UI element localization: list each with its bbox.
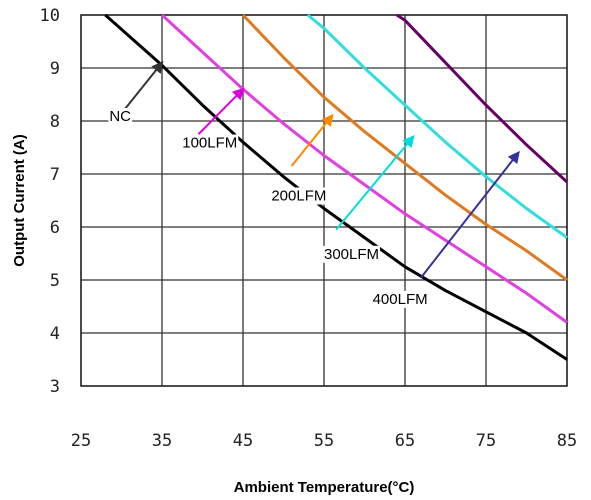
series-line-300lfm xyxy=(306,13,568,239)
x-tick-label: 65 xyxy=(395,431,415,451)
y-tick-label: 6 xyxy=(50,218,60,238)
plot-frame xyxy=(80,14,568,387)
annotation-arrows xyxy=(116,60,520,278)
annotation-label-bg xyxy=(323,245,381,263)
x-tick-label: 45 xyxy=(233,431,253,451)
y-tick-label: 10 xyxy=(40,6,60,26)
annotation-label-bg xyxy=(270,187,328,205)
annotation-label-400lfm: 400LFM xyxy=(373,291,428,308)
annotation-label-200lfm: 200LFM xyxy=(271,188,326,205)
annotation-arrow-200lfm xyxy=(290,113,334,167)
x-tick-label: 25 xyxy=(71,431,91,451)
series-line-400lfm xyxy=(396,13,569,184)
y-tick-label: 3 xyxy=(50,377,60,397)
annotation-arrow-400lfm xyxy=(420,150,520,278)
x-axis-title: Ambient Temperature(°C) xyxy=(234,479,415,496)
annotation-label-300lfm: 300LFM xyxy=(324,246,379,263)
series-line-200lfm xyxy=(241,13,568,282)
y-tick-labels: 3 4 5 6 7 8 9 10 xyxy=(40,6,60,397)
plot-border xyxy=(80,14,568,387)
x-tick-labels: 25 35 45 55 65 75 85 xyxy=(71,431,577,451)
y-tick-label: 4 xyxy=(50,324,60,344)
annotation-arrow-100lfm xyxy=(197,87,245,135)
y-tick-label: 7 xyxy=(50,165,60,185)
annotation-arrow-300lfm xyxy=(335,135,415,231)
annotation-label-nc: NC xyxy=(109,108,131,125)
x-tick-label: 85 xyxy=(557,431,577,451)
series-line-100lfm xyxy=(160,13,568,324)
annotation-label-100lfm: 100LFM xyxy=(182,135,237,152)
x-tick-label: 55 xyxy=(314,431,334,451)
y-tick-label: 8 xyxy=(50,112,60,132)
series-line-nc xyxy=(104,13,568,361)
x-tick-label: 35 xyxy=(152,431,172,451)
x-tick-label: 75 xyxy=(476,431,496,451)
series-lines xyxy=(104,13,569,361)
y-axis-title: Output Current (A) xyxy=(11,134,28,266)
y-tick-label: 5 xyxy=(50,271,60,291)
annotation-label-bg xyxy=(181,134,239,152)
annotation-label-bg xyxy=(108,108,133,125)
annotation-labels: NC 100LFM 200LFM 300LFM 400LFM xyxy=(108,108,429,308)
y-tick-label: 9 xyxy=(50,59,60,79)
annotation-label-bg xyxy=(371,290,429,308)
